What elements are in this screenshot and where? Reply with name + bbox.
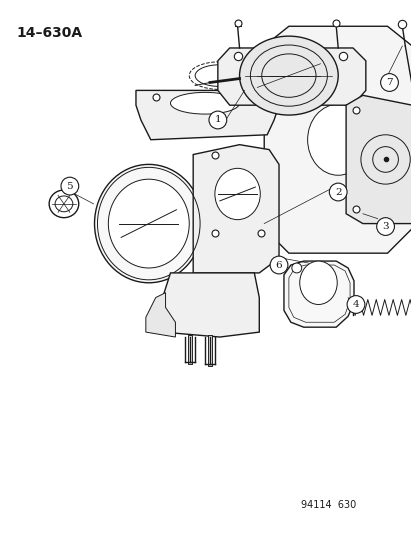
Polygon shape [162,273,259,337]
Polygon shape [217,48,365,105]
Text: 6: 6 [275,261,282,270]
Ellipse shape [307,104,368,175]
Text: 5: 5 [66,182,73,191]
Circle shape [61,177,78,195]
Polygon shape [283,261,353,327]
Text: 3: 3 [381,222,388,231]
Text: 94114  630: 94114 630 [300,500,355,510]
Text: 1: 1 [214,116,221,125]
Text: 2: 2 [334,188,341,197]
Polygon shape [145,293,175,337]
Circle shape [209,111,226,129]
Polygon shape [193,144,278,273]
Ellipse shape [299,261,337,304]
Ellipse shape [170,92,239,114]
Circle shape [376,217,394,236]
Ellipse shape [49,190,78,217]
Circle shape [380,74,397,91]
Circle shape [291,263,301,273]
Ellipse shape [94,164,202,283]
Text: 14–630A: 14–630A [17,26,83,41]
Text: 7: 7 [385,78,392,87]
Circle shape [270,256,287,274]
Polygon shape [263,26,411,253]
Ellipse shape [239,36,337,115]
Ellipse shape [108,179,189,268]
Circle shape [346,296,364,313]
Polygon shape [345,95,413,223]
Ellipse shape [214,168,260,220]
Polygon shape [135,91,278,140]
Text: 4: 4 [352,300,358,309]
Circle shape [328,183,346,201]
